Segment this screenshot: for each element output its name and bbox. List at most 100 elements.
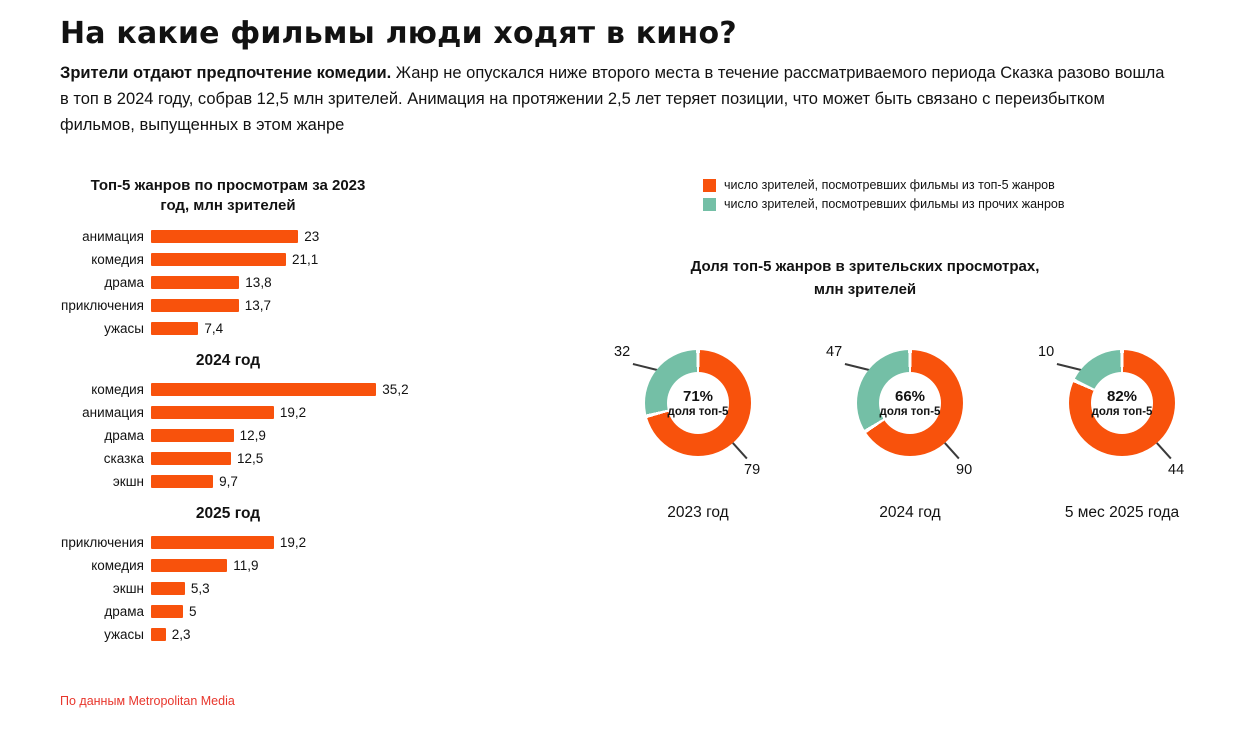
leader-line-top5 [732,442,748,459]
donut-top5-value: 79 [744,462,761,478]
bar-value-label: 13,8 [245,274,272,290]
bar [151,558,228,572]
bar [151,229,299,243]
bar-row: драма 12,9 [60,424,480,447]
bar-chart-title-2024: 2024 год [195,351,261,369]
donut-title-line1: Доля топ-5 жанров в зрительских просмотр… [690,258,1040,275]
bar [151,405,274,419]
donut-chart: 66% доля топ-5 [857,350,963,456]
bar-row: анимация 23 [60,225,480,248]
donut-center-pct: 66% [894,388,926,405]
bar-category-label: экшн [112,473,144,489]
donut-charts-row: 32 71% доля топ-5 79 2023 год 47 [592,336,1228,522]
bar [151,298,239,312]
donut-chart: 82% доля топ-5 [1069,350,1175,456]
bar-row: приключения 13,7 [60,294,480,317]
bar-chart-title-line1: Топ-5 жанров по просмотрам за 2023 [90,177,366,194]
donut-top5-value: 44 [1168,462,1185,478]
legend-label-other: число зрителей, посмотревших фильмы из п… [724,197,1065,211]
bar-value-label: 7,4 [204,320,224,336]
bar-category-label: сказка [103,450,144,466]
bar-row: экшн 9,7 [60,470,480,493]
bar-row: ужасы 7,4 [60,317,480,340]
donut-other-value: 47 [826,344,843,360]
bar-category-label: приключения [61,297,144,313]
bar-value-label: 12,5 [237,450,264,466]
bar-row: драма 5 [60,600,480,623]
bar-row: экшн 5,3 [60,577,480,600]
bar [151,382,377,396]
donut-center: 71% доля топ-5 [667,372,729,434]
legend-swatch-other-icon [703,197,716,211]
donut-period-label: 5 мес 2025 года [1064,504,1180,521]
leader-line-other [844,363,871,371]
donut-chart: 71% доля топ-5 [645,350,751,456]
donut-center: 66% доля топ-5 [879,372,941,434]
bar-category-label: драма [104,603,144,619]
bar [151,428,234,442]
bar-row: приключения 19,2 [60,531,480,554]
intro-rest: Жанр не опускался ниже второго места в т… [60,64,1165,134]
bar-value-label: 5 [189,603,197,619]
bar-category-label: комедия [91,251,144,267]
bar-row: комедия 21,1 [60,248,480,271]
leader-line-other [1056,363,1083,371]
bar-row: сказка 12,5 [60,447,480,470]
bar-row: ужасы 2,3 [60,623,480,646]
bar-row: анимация 19,2 [60,401,480,424]
source-note: По данным Metropolitan Media [60,694,235,708]
bar-value-label: 12,9 [239,427,266,443]
bar-category-label: ужасы [104,320,144,336]
donut-other-value: 32 [614,344,631,360]
bar-value-label: 19,2 [279,404,307,420]
donut-block-2023: 32 71% доля топ-5 79 2023 год [592,336,804,522]
donut-top5-value: 90 [956,462,973,478]
bar [151,252,286,266]
bar-value-label: 23 [304,228,320,244]
bar-value-label: 13,7 [244,297,271,313]
donut-center-pct: 71% [682,388,714,405]
bar [151,451,231,465]
intro-lead: Зрители отдают предпочтение комедии. [60,64,392,82]
bar [151,535,274,549]
bar [151,275,240,289]
donut-center-sub: доля топ-5 [667,406,729,418]
bar-value-label: 35,2 [382,381,409,397]
bar [151,627,166,641]
intro-text: Зрители отдают предпочтение комедии. Жан… [60,60,1170,138]
bar-category-label: драма [104,274,144,290]
legend-swatch-top5-icon [703,178,716,192]
bar-row: комедия 11,9 [60,554,480,577]
donut-section-title: Доля топ-5 жанров в зрительских просмотр… [640,256,1090,301]
bar-value-label: 11,9 [233,557,259,573]
bar-category-label: драма [104,427,144,443]
bar-category-label: анимация [82,228,144,244]
donut-center-sub: доля топ-5 [879,406,941,418]
bar-category-label: ужасы [104,626,144,642]
bar [151,581,185,595]
bar-category-label: комедия [91,557,144,573]
leader-line-top5 [1156,442,1172,459]
legend-label-top5: число зрителей, посмотревших фильмы из т… [724,178,1055,192]
donut-title-line2: млн зрителей [813,280,917,298]
bar-category-label: приключения [61,534,144,550]
donut-wrap: 10 82% доля топ-5 44 [1016,336,1228,498]
bar-category-label: экшн [112,580,144,596]
leader-line-other [632,363,659,371]
donut-block-2025: 10 82% доля топ-5 44 5 мес 2025 года [1016,336,1228,522]
donut-period-label: 2024 год [879,504,941,521]
bar-value-label: 21,1 [292,251,319,267]
leader-line-top5 [944,442,960,459]
donut-center: 82% доля топ-5 [1091,372,1153,434]
bar-category-label: комедия [91,381,144,397]
bar-chart-title-line2: год, млн зрителей [160,197,296,215]
bar-chart-title-2025: 2025 год [195,504,261,522]
bar-value-label: 9,7 [219,473,238,489]
donut-wrap: 47 66% доля топ-5 90 [804,336,1016,498]
legend-item-other: число зрителей, посмотревших фильмы из п… [703,197,1065,211]
donut-period-label: 2023 год [667,504,729,521]
bar [151,604,183,618]
donut-center-sub: доля топ-5 [1091,406,1153,418]
donut-other-value: 10 [1038,344,1055,360]
